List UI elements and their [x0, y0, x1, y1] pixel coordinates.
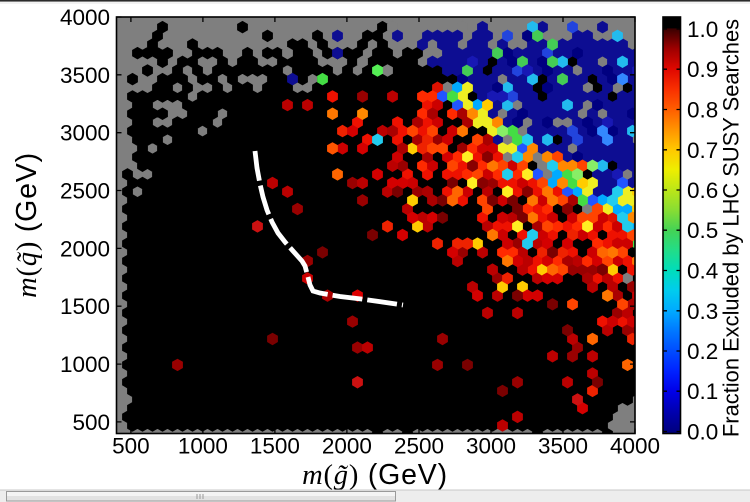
svg-text:m(q̃) (GeV): m(q̃) (GeV)	[11, 152, 43, 298]
svg-text:4000: 4000	[610, 434, 660, 459]
svg-text:1000: 1000	[178, 434, 228, 459]
svg-text:3500: 3500	[538, 434, 588, 459]
svg-text:0.8: 0.8	[687, 98, 718, 123]
svg-text:3500: 3500	[60, 63, 110, 88]
svg-text:0.4: 0.4	[687, 259, 718, 284]
svg-text:4000: 4000	[60, 5, 110, 30]
svg-text:500: 500	[72, 410, 110, 435]
svg-text:2000: 2000	[60, 236, 110, 261]
svg-text:1500: 1500	[250, 434, 300, 459]
svg-text:0.6: 0.6	[687, 178, 718, 203]
svg-text:0.7: 0.7	[687, 138, 718, 163]
svg-text:2000: 2000	[322, 434, 372, 459]
svg-text:0.0: 0.0	[687, 420, 718, 445]
svg-text:1000: 1000	[60, 352, 110, 377]
svg-text:Fraction Excluded by LHC SUSY: Fraction Excluded by LHC SUSY Searches	[719, 19, 744, 437]
svg-text:1.0: 1.0	[687, 17, 718, 42]
svg-text:1500: 1500	[60, 294, 110, 319]
svg-text:m(g̃) (GeV): m(g̃) (GeV)	[302, 459, 448, 491]
svg-text:3000: 3000	[466, 434, 516, 459]
svg-text:0.3: 0.3	[687, 299, 718, 324]
svg-text:0.5: 0.5	[687, 218, 718, 243]
svg-text:0.9: 0.9	[687, 57, 718, 82]
svg-text:2500: 2500	[394, 434, 444, 459]
svg-text:0.2: 0.2	[687, 339, 718, 364]
svg-text:2500: 2500	[60, 179, 110, 204]
svg-text:0.1: 0.1	[687, 379, 718, 404]
svg-text:3000: 3000	[60, 121, 110, 146]
svg-text:500: 500	[112, 434, 150, 459]
